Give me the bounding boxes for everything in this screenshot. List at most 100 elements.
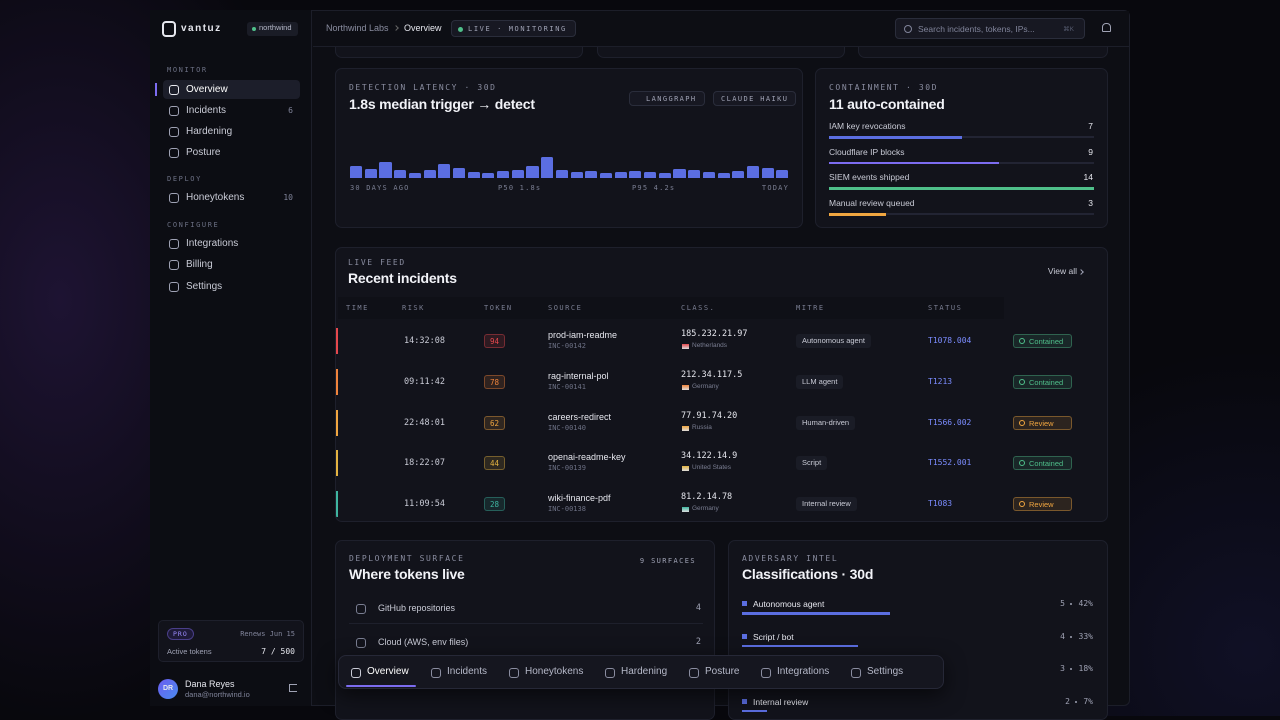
containment-card: CONTAINMENT · 30D 11 auto-contained IAM ke…: [815, 68, 1108, 228]
logout[interactable]: [289, 684, 297, 692]
mitre[interactable]: T1083: [928, 499, 953, 509]
nav-count: 6: [288, 106, 293, 115]
severity-stripe: [336, 450, 338, 477]
nav-item[interactable]: Incidents: [186, 105, 227, 116]
active-bg: [163, 80, 300, 99]
axis-label: P95 4.2s: [632, 184, 676, 192]
bar: [732, 171, 745, 178]
class-pill: Autonomous agent: [796, 334, 871, 348]
mitre[interactable]: T1078.004: [928, 336, 972, 345]
nav-tab[interactable]: Incidents: [447, 666, 488, 677]
time: 18:22:07: [404, 458, 445, 469]
bar: [541, 157, 554, 178]
incident-id: INC-00138: [548, 505, 586, 514]
card-label: CONTAINMENT · 30D: [829, 83, 939, 92]
count: 4: [1060, 631, 1065, 641]
nav-tab[interactable]: Integrations: [777, 666, 830, 677]
nav-item[interactable]: Honeytokens: [186, 192, 245, 203]
sep-dot: [1070, 668, 1072, 670]
workspace-chip[interactable]: northwind: [247, 22, 298, 36]
ip: 34.122.14.9: [681, 451, 738, 462]
status-icon: [1019, 378, 1025, 385]
status-icon: [1019, 419, 1025, 426]
search-icon: [904, 25, 912, 33]
country: Russia: [692, 423, 712, 431]
plan-badge: PRO: [167, 628, 194, 640]
bar: [423, 170, 436, 178]
card-label: DETECTION LATENCY · 30D: [349, 83, 497, 92]
bar: [379, 162, 392, 178]
incidents-card: LIVE FEED Recent incidents View all TIME RIS…: [335, 247, 1108, 522]
nav-item[interactable]: Billing: [186, 259, 213, 270]
column-header: SOURCE: [548, 304, 583, 312]
breadcrumb[interactable]: Northwind Labs: [326, 23, 389, 33]
flag: [682, 466, 689, 472]
card-label: DEPLOYMENT SURFACE: [349, 554, 465, 563]
nav-item[interactable]: Integrations: [186, 238, 239, 249]
axis-label: TODAY: [761, 184, 789, 192]
icon: [356, 638, 366, 648]
flag: [682, 425, 689, 431]
bar: [702, 172, 715, 178]
icon: [356, 604, 366, 614]
bar: [688, 170, 701, 178]
row-count: 4: [695, 603, 701, 613]
country: United States: [692, 464, 732, 472]
sep-dot: [1070, 603, 1072, 605]
nav-tab[interactable]: Honeytokens: [525, 666, 584, 677]
severity-stripe: [336, 328, 338, 354]
bar: [497, 171, 510, 178]
mitre[interactable]: T1552.001: [928, 458, 972, 468]
bar: [394, 170, 407, 178]
nav-item[interactable]: Posture: [186, 147, 221, 158]
share: 7%: [1083, 696, 1093, 706]
class-pill: Script: [796, 456, 828, 471]
nav-tab[interactable]: Posture: [705, 666, 740, 677]
sep-dot: [1070, 635, 1072, 638]
bar: [438, 164, 451, 178]
ip: 212.34.117.5: [681, 369, 743, 380]
bar: [350, 166, 363, 178]
view-all[interactable]: View all: [1047, 266, 1077, 276]
nav-tab[interactable]: Overview: [367, 666, 409, 677]
nav-tab[interactable]: Hardening: [621, 666, 668, 677]
row-label: GitHub repositories: [378, 603, 456, 613]
severity-stripe: [336, 368, 338, 395]
token: openai-readme-key: [548, 452, 626, 463]
mitre[interactable]: T1213: [928, 376, 953, 386]
nav-tab[interactable]: Settings: [867, 666, 904, 677]
avatar: DR: [158, 679, 178, 699]
share: 42%: [1078, 599, 1093, 608]
user-name: Dana Reyes: [185, 679, 235, 689]
icon: [169, 239, 179, 249]
time: 09:11:42: [404, 376, 445, 387]
bar: [829, 213, 886, 216]
bar: [511, 170, 524, 178]
row-label: Cloud (AWS, env files): [378, 637, 469, 647]
shortcut: ⌘K: [1063, 26, 1074, 33]
live-dot: [458, 27, 463, 32]
status-pill: Contained: [1013, 334, 1072, 348]
bar: [614, 172, 627, 178]
icon: [509, 668, 519, 678]
breadcrumb: Overview: [404, 23, 442, 33]
nav-item[interactable]: Settings: [186, 281, 223, 292]
bar: [408, 173, 421, 178]
status-pill: Contained: [1013, 456, 1072, 471]
row-label: Script / bot: [753, 631, 794, 642]
icon: [689, 668, 699, 678]
adversary-card: ADVERSARY INTEL Classifications · 30d Auto…: [728, 540, 1108, 720]
card-label: LIVE FEED: [348, 258, 406, 267]
sep-dot: [1075, 700, 1077, 703]
bar: [599, 173, 613, 178]
chip: CLAUDE HAIKU: [713, 91, 797, 106]
nav-item[interactable]: Overview: [186, 84, 228, 95]
mitre[interactable]: T1566.002: [928, 417, 972, 427]
bell[interactable]: [1102, 23, 1111, 32]
search[interactable]: Search incidents, tokens, IPs... ⌘K: [895, 18, 1085, 39]
nav-item[interactable]: Hardening: [186, 126, 233, 137]
row-label: Autonomous agent: [753, 599, 825, 609]
bar: [658, 173, 671, 178]
bar: [585, 171, 598, 178]
